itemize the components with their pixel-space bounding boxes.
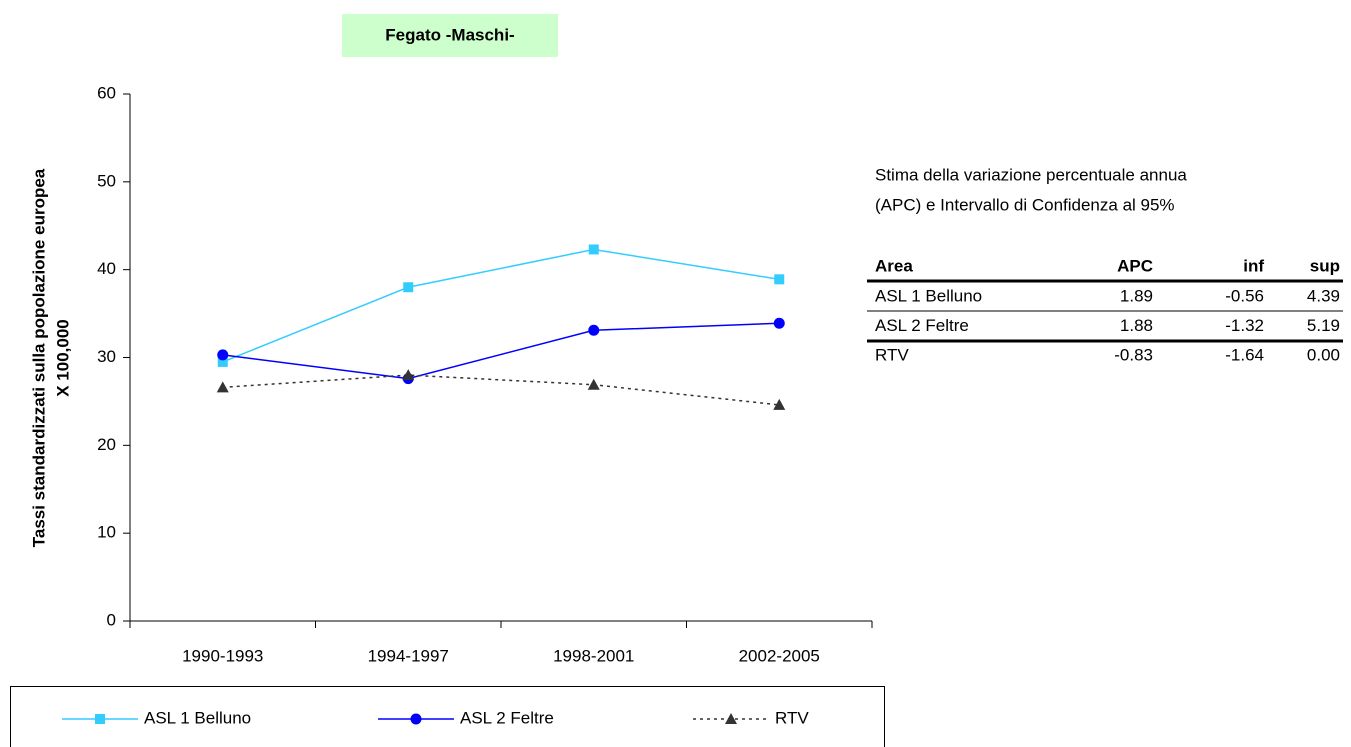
table-header: inf xyxy=(1243,256,1264,275)
table-cell: RTV xyxy=(875,345,909,364)
marker xyxy=(217,349,229,361)
table-caption: (APC) e Intervallo di Confidenza al 95% xyxy=(875,195,1175,214)
marker xyxy=(95,714,105,724)
table-cell: 1.88 xyxy=(1120,316,1153,335)
marker xyxy=(773,398,786,410)
x-tick-label: 1990-1993 xyxy=(182,646,263,665)
marker xyxy=(588,244,599,255)
marker xyxy=(410,713,422,725)
marker xyxy=(217,356,228,367)
table-cell: 4.39 xyxy=(1307,286,1340,305)
legend-label: ASL 1 Belluno xyxy=(144,708,251,727)
y-axis-title: Tassi standardizzati sulla popolazione e… xyxy=(29,168,48,547)
chart-title: Fegato -Maschi- xyxy=(385,25,514,44)
table-cell: ASL 2 Feltre xyxy=(875,316,969,335)
legend-label: RTV xyxy=(775,708,809,727)
marker xyxy=(773,317,785,329)
y-tick-label: 10 xyxy=(97,523,116,542)
x-tick-label: 1994-1997 xyxy=(368,646,449,665)
marker xyxy=(403,282,414,293)
legend-label: ASL 2 Feltre xyxy=(460,708,554,727)
table-cell: -0.83 xyxy=(1114,345,1153,364)
y-tick-label: 60 xyxy=(97,83,116,102)
legend-box xyxy=(10,686,885,747)
title-background xyxy=(342,14,558,57)
marker xyxy=(588,324,600,336)
y-tick-label: 40 xyxy=(97,259,116,278)
table-cell: -1.64 xyxy=(1225,345,1264,364)
y-axis-title: X 100,000 xyxy=(53,319,72,397)
y-tick-label: 30 xyxy=(97,347,116,366)
table-cell: 1.89 xyxy=(1120,286,1153,305)
table-header: APC xyxy=(1117,256,1153,275)
table-header: Area xyxy=(875,256,913,275)
table-cell: ASL 1 Belluno xyxy=(875,286,982,305)
table-cell: 0.00 xyxy=(1307,345,1340,364)
y-tick-label: 20 xyxy=(97,435,116,454)
marker xyxy=(587,378,600,390)
table-cell: -1.32 xyxy=(1225,316,1264,335)
x-tick-label: 2002-2005 xyxy=(739,646,820,665)
table-caption: Stima della variazione percentuale annua xyxy=(875,165,1187,184)
table-cell: -0.56 xyxy=(1225,286,1264,305)
series-line xyxy=(222,374,780,406)
table-header: sup xyxy=(1310,256,1340,275)
marker xyxy=(402,369,415,381)
stats-table: Stima della variazione percentuale annua… xyxy=(867,165,1343,343)
y-tick-label: 0 xyxy=(107,610,116,629)
marker xyxy=(216,381,229,393)
series-line xyxy=(222,322,780,380)
marker xyxy=(725,713,737,724)
y-tick-label: 50 xyxy=(97,171,116,190)
x-tick-label: 1998-2001 xyxy=(553,646,634,665)
marker xyxy=(774,274,785,285)
series-line xyxy=(222,248,780,363)
table-cell: 5.19 xyxy=(1307,316,1340,335)
